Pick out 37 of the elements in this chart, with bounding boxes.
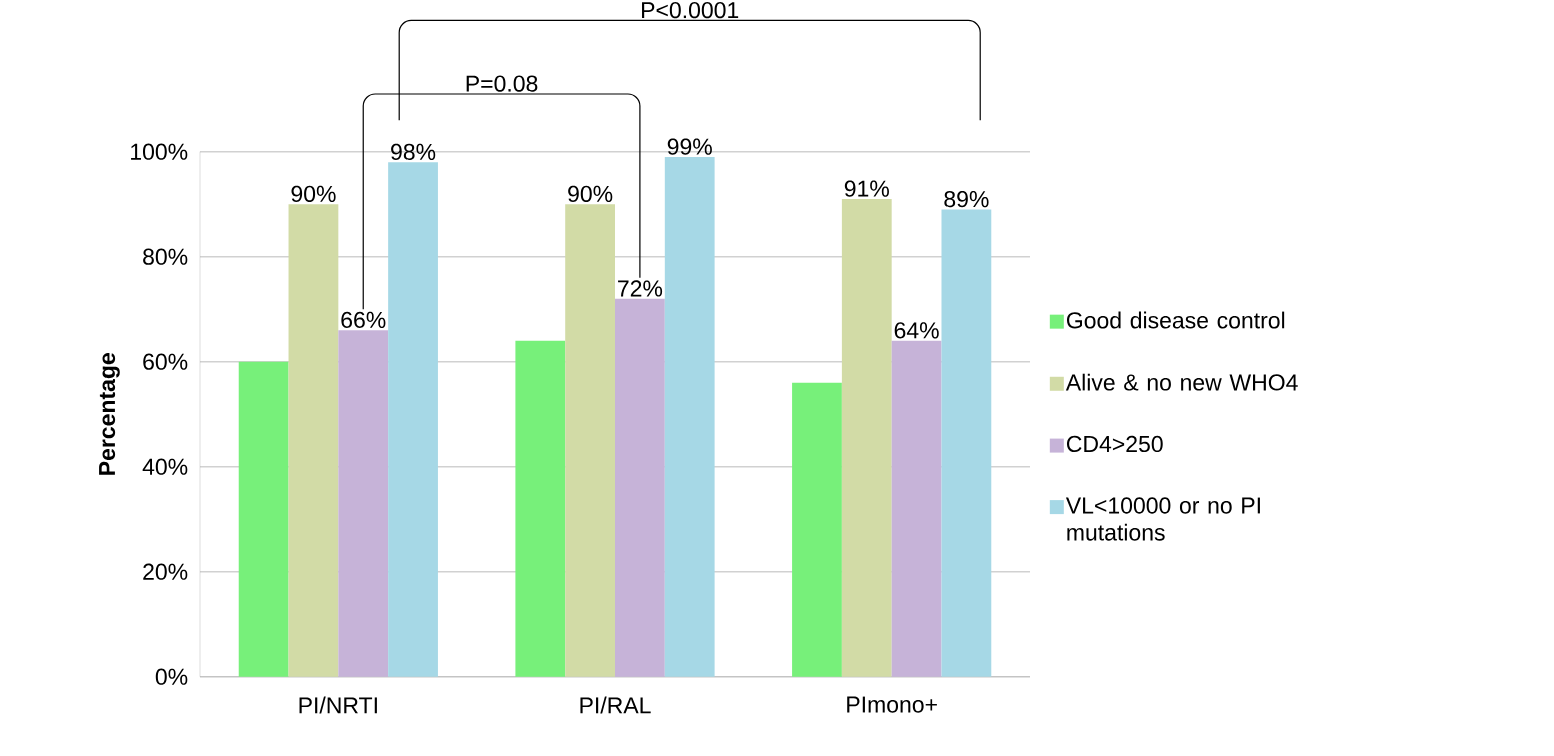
legend-label: VL<10000 or no PI mutations (1065, 497, 1260, 541)
bar (615, 298, 665, 677)
y-tick-label: 60% (143, 353, 188, 370)
data-label: 90% (568, 185, 613, 203)
bar (941, 209, 992, 677)
text: P=0.08 (466, 75, 538, 92)
bar (891, 340, 942, 677)
legend-label: CD4>250 (1066, 435, 1163, 453)
data-label: 98% (391, 143, 436, 161)
bar (288, 204, 339, 677)
bar (664, 157, 715, 677)
data-label: 99% (667, 138, 712, 155)
y-tick-label: 0% (155, 668, 188, 685)
x-tick-label: PI/NRTI (299, 696, 377, 714)
text: P<0.0001 (642, 2, 739, 19)
data-label: 91% (844, 180, 889, 197)
y-tick-label: 100% (131, 143, 188, 160)
y-axis-title: Percentage (99, 353, 120, 475)
bar (238, 361, 289, 677)
y-tick-label: 80% (143, 248, 188, 265)
legend-label: Good disease control (1066, 311, 1285, 329)
bar (388, 162, 438, 677)
data-label: 64% (894, 322, 939, 339)
bar (792, 382, 842, 677)
bar (338, 330, 389, 677)
x-tick-label: PImono+ (847, 696, 937, 713)
legend-label: Alive & no new WHO4 (1065, 373, 1298, 391)
data-label: 90% (291, 185, 336, 203)
data-label: 89% (944, 191, 989, 208)
x-tick-label: PI/RAL (580, 696, 651, 714)
y-tick-label: 40% (142, 458, 188, 475)
bar (841, 199, 892, 677)
data-label: 66% (341, 311, 386, 329)
bar (565, 204, 616, 677)
data-label: 72% (618, 280, 663, 297)
bar (515, 340, 566, 677)
y-tick-label: 20% (143, 563, 188, 580)
